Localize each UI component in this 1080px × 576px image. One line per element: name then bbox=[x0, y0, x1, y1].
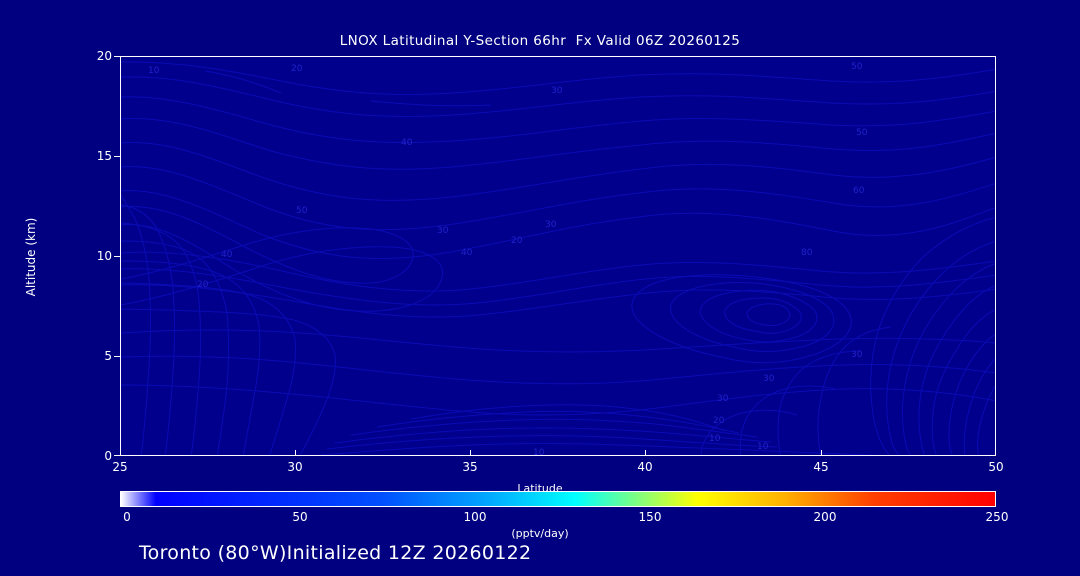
colorbar-tick-200: 200 bbox=[813, 510, 837, 524]
x-tick-label-40: 40 bbox=[637, 460, 653, 474]
colorbar-tick-100: 100 bbox=[463, 510, 487, 524]
svg-text:20: 20 bbox=[713, 416, 725, 426]
plot-area: 10 20 30 40 50 50 60 50 30 30 20 40 40 8… bbox=[120, 56, 996, 456]
svg-text:60: 60 bbox=[853, 186, 865, 196]
svg-text:30: 30 bbox=[763, 374, 775, 384]
colorbar-tick-150: 150 bbox=[638, 510, 662, 524]
x-tick-label-45: 45 bbox=[813, 460, 829, 474]
x-tick-mark-45 bbox=[821, 450, 822, 456]
contour-lines-svg bbox=[121, 57, 995, 455]
y-axis-title: Altitude (km) bbox=[24, 217, 38, 297]
svg-text:10: 10 bbox=[533, 448, 545, 456]
colorbar-tick-0: 0 bbox=[123, 510, 131, 524]
svg-text:40: 40 bbox=[461, 248, 473, 258]
svg-text:20: 20 bbox=[197, 280, 209, 290]
svg-text:50: 50 bbox=[296, 206, 308, 216]
x-tick-label-25: 25 bbox=[112, 460, 128, 474]
svg-text:20: 20 bbox=[291, 64, 303, 74]
x-tick-label-30: 30 bbox=[287, 460, 303, 474]
colorbar-tick-250: 250 bbox=[985, 510, 1009, 524]
svg-text:50: 50 bbox=[856, 128, 868, 138]
contour-field: 10 20 30 40 50 50 60 50 30 30 20 40 40 8… bbox=[121, 57, 995, 455]
y-tick-mark-10 bbox=[114, 256, 120, 257]
colorbar bbox=[120, 491, 996, 507]
colorbar-gradient bbox=[121, 492, 995, 506]
y-tick-label-20: 20 bbox=[96, 49, 112, 63]
svg-text:20: 20 bbox=[511, 236, 523, 246]
x-tick-mark-30 bbox=[295, 450, 296, 456]
x-tick-label-50: 50 bbox=[988, 460, 1004, 474]
colorbar-units-label: (pptv/day) bbox=[511, 527, 569, 540]
x-tick-mark-25 bbox=[120, 450, 121, 456]
x-tick-mark-35 bbox=[470, 450, 471, 456]
x-tick-mark-50 bbox=[995, 450, 996, 456]
svg-text:80: 80 bbox=[801, 248, 813, 258]
page-title: LNOX Latitudinal Y-Section 66hr Fx Valid… bbox=[339, 33, 741, 49]
svg-text:30: 30 bbox=[551, 86, 563, 96]
x-tick-mark-40 bbox=[645, 450, 646, 456]
y-tick-mark-0 bbox=[114, 455, 120, 456]
y-tick-mark-15 bbox=[114, 156, 120, 157]
y-tick-label-15: 15 bbox=[96, 149, 112, 163]
svg-text:30: 30 bbox=[437, 226, 449, 236]
x-tick-label-35: 35 bbox=[462, 460, 478, 474]
svg-text:30: 30 bbox=[545, 220, 557, 230]
contour-labels-svg: 10 20 30 40 50 50 60 50 30 30 20 40 40 8… bbox=[148, 62, 868, 456]
svg-text:40: 40 bbox=[221, 250, 233, 260]
y-tick-label-0: 0 bbox=[104, 449, 112, 463]
y-tick-label-5: 5 bbox=[104, 349, 112, 363]
y-tick-mark-5 bbox=[114, 356, 120, 357]
y-tick-mark-20 bbox=[114, 56, 120, 57]
svg-text:50: 50 bbox=[851, 62, 863, 72]
svg-text:40: 40 bbox=[401, 138, 413, 148]
svg-text:10: 10 bbox=[709, 434, 721, 444]
svg-text:10: 10 bbox=[148, 66, 160, 76]
svg-text:30: 30 bbox=[851, 350, 863, 360]
colorbar-tick-50: 50 bbox=[292, 510, 308, 524]
svg-text:10: 10 bbox=[757, 442, 769, 452]
footer-caption: Toronto (80°W)Initialized 12Z 20260122 bbox=[139, 542, 532, 564]
svg-text:30: 30 bbox=[717, 394, 729, 404]
y-tick-label-10: 10 bbox=[96, 249, 112, 263]
